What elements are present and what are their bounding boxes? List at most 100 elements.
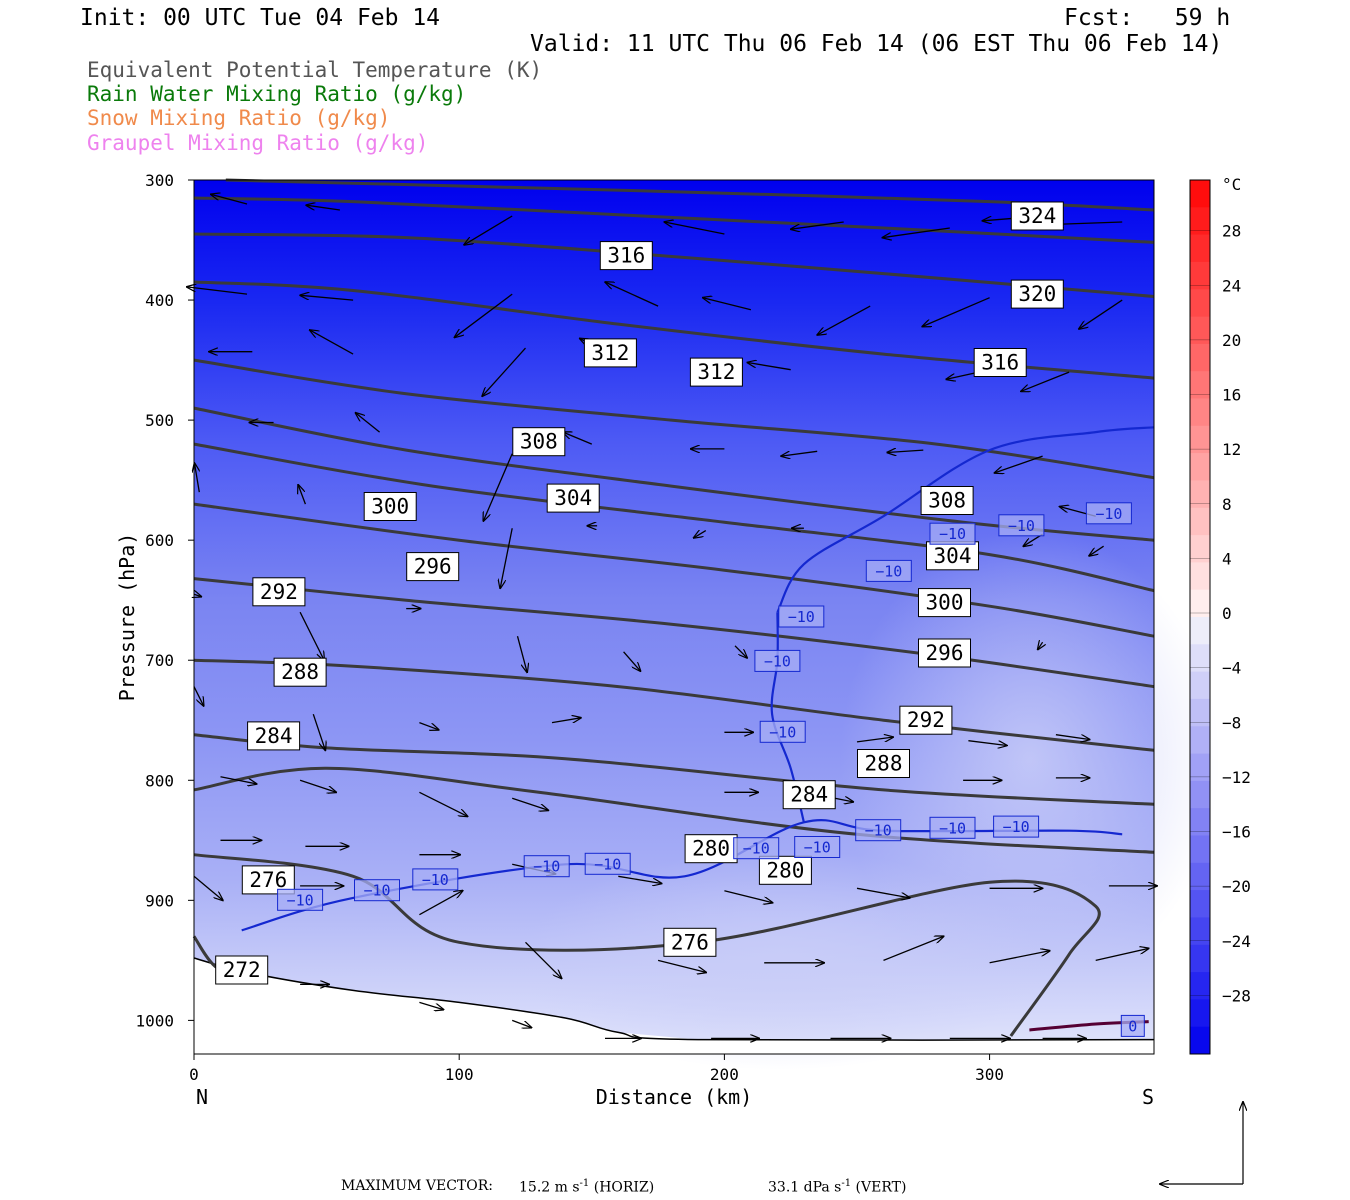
theta-e-label-text: 276	[249, 868, 287, 892]
wind-vector	[1055, 734, 1090, 740]
label-box	[758, 855, 812, 885]
init-time: Init: 00 UTC Tue 04 Feb 14	[80, 5, 441, 31]
label-box	[252, 577, 306, 607]
label-box	[929, 816, 976, 839]
colorbar-swatch	[1190, 261, 1210, 290]
theta-e-contour-284	[193, 733, 1155, 806]
temperature-label-text: −10	[764, 652, 791, 670]
label-box	[733, 837, 780, 860]
theta-e-label-text: 292	[260, 580, 298, 604]
theta-e-label-text: 316	[981, 351, 1019, 375]
temperature-label-text: −10	[939, 525, 966, 543]
wind-vector	[511, 1019, 531, 1027]
temperature-label-text: −10	[875, 562, 902, 580]
wind-vector	[312, 713, 325, 750]
wind-vector	[791, 221, 844, 229]
label-box	[584, 852, 631, 875]
x-tick-label: 300	[975, 1065, 1004, 1084]
theta-e-contour-300	[193, 442, 1155, 593]
temperature-contour-label: −10	[277, 888, 324, 911]
wind-vector	[856, 887, 910, 898]
theta-e-contour-label: 284	[247, 721, 301, 751]
theta-e-contour-label: 288	[857, 749, 910, 778]
temperature-label-text: −10	[865, 822, 892, 840]
wind-vector	[193, 686, 204, 706]
label-box	[1120, 1014, 1145, 1037]
theta-e-contour-label: 308	[920, 486, 974, 515]
x-tick-label: 200	[710, 1065, 739, 1084]
theta-e-contour-label: 284	[782, 780, 836, 810]
colorbar-swatch	[1190, 425, 1210, 454]
wind-vector	[817, 305, 871, 335]
label-box	[926, 541, 979, 571]
colorbar-swatch	[1190, 726, 1210, 755]
wind-vector	[220, 776, 257, 784]
colorbar-swatch	[1190, 234, 1210, 263]
wind-vector	[563, 432, 593, 445]
theta-e-label-text: 316	[607, 244, 645, 268]
wind-vector	[464, 215, 513, 245]
wind-vector	[194, 594, 201, 596]
label-box	[782, 780, 836, 810]
theta-e-label-text: 288	[281, 660, 319, 684]
label-box	[523, 855, 570, 878]
label-box	[754, 649, 801, 672]
temperature-contour-label: −10	[929, 816, 976, 839]
colorbar-swatch	[1190, 890, 1210, 918]
label-box	[929, 522, 976, 545]
wind-vector	[694, 531, 707, 538]
label-box	[794, 836, 841, 858]
colorbar-swatch	[1190, 507, 1210, 536]
forecast-hour: Fcst: 59 h	[1064, 5, 1231, 31]
colorbar-swatch	[1190, 617, 1210, 645]
theta-e-label-text: 324	[1018, 204, 1056, 228]
label-box	[354, 879, 400, 902]
wind-vector	[525, 941, 562, 978]
colorbar-tick-label: −28	[1222, 986, 1251, 1005]
colorbar-tick-label: −4	[1222, 659, 1241, 678]
colorbar-swatch	[1190, 289, 1210, 318]
wind-vector	[187, 287, 248, 295]
label-box	[899, 705, 953, 735]
wind-vector	[419, 891, 462, 916]
wind-vector	[1079, 299, 1123, 329]
wind-vector	[195, 463, 200, 493]
temperature-label-text: −10	[769, 723, 796, 741]
temperature-label-text: −10	[533, 858, 560, 876]
isotherm-minus10	[776, 426, 1155, 613]
field-label-graupel: Graupel Mixing Ratio (g/kg)	[87, 131, 429, 155]
field-label-theta-e: Equivalent Potential Temperature (K)	[87, 58, 543, 82]
label-box	[918, 588, 971, 618]
label-box	[247, 721, 301, 751]
terrain-outline	[193, 957, 1155, 1041]
label-box	[273, 657, 327, 687]
wind-vector	[298, 485, 307, 505]
wind-vector	[310, 330, 354, 355]
temperature-label-text: −10	[788, 608, 815, 626]
theta-e-label-text: 280	[692, 837, 730, 861]
theta-e-label-text: 288	[865, 752, 903, 776]
temperature-contour-label: −10	[993, 815, 1040, 838]
theta-e-contour-label: 288	[273, 657, 327, 687]
theta-e-contour-label: 304	[546, 483, 600, 513]
theta-e-label-text: 308	[928, 489, 966, 513]
temperature-contour-label: −10	[794, 836, 841, 858]
temperature-label-text: −10	[594, 855, 621, 873]
wind-vector	[968, 740, 1006, 746]
wind-vector	[551, 718, 581, 724]
wind-vector	[734, 645, 747, 658]
y-tick-label: 500	[145, 411, 174, 430]
colorbar-swatch	[1190, 480, 1210, 509]
label-box	[583, 338, 637, 368]
colorbar-swatch	[1190, 1026, 1210, 1055]
colorbar-swatch	[1190, 780, 1210, 809]
colorbar-unit: °C	[1222, 175, 1241, 194]
colorbar-swatch	[1190, 753, 1210, 782]
y-tick-label: 700	[145, 651, 174, 670]
colorbar-swatch	[1190, 917, 1210, 946]
temperature-contour-label: −10	[865, 559, 912, 582]
theta-e-label-text: 296	[414, 555, 452, 579]
label-box	[215, 955, 269, 985]
wind-vector	[193, 875, 223, 900]
